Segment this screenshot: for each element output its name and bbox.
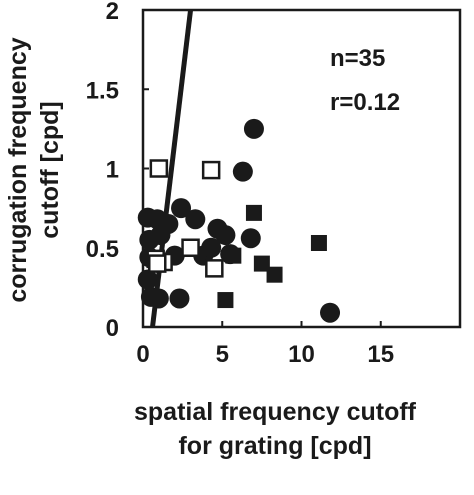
x-axis-label-line2: for grating [cpd] (178, 432, 371, 460)
data-point-filled-square (217, 292, 234, 309)
x-ticks: 0 5 10 15 (136, 321, 394, 368)
data-point-circle (158, 213, 179, 234)
y-tick-label: 1 (106, 157, 119, 184)
data-point-filled-square (245, 204, 262, 221)
data-point-circle (320, 302, 341, 323)
y-ticks: 0 0.5 1 1.5 2 (86, 0, 149, 342)
data-point-circle (148, 288, 169, 309)
data-point-circle (169, 288, 190, 309)
data-point-circle (232, 161, 253, 182)
data-point-open-square (149, 159, 169, 178)
x-tick-label: 10 (288, 341, 315, 368)
y-tick-label: 0 (106, 315, 119, 342)
x-tick-label: 0 (136, 341, 149, 368)
data-point-filled-square (253, 255, 270, 272)
plot-area (141, 8, 462, 329)
x-tick-label: 15 (367, 341, 394, 368)
data-point-open-square (201, 160, 221, 180)
fit-line-layer (150, 9, 194, 328)
data-point-filled-square (225, 247, 242, 264)
y-tick-label: 1.5 (86, 77, 119, 104)
data-point-circle (137, 269, 158, 290)
data-point-filled-square (310, 234, 327, 251)
data-point-circle (171, 198, 192, 219)
fit-line (150, 9, 194, 328)
data-point-open-square (181, 238, 200, 257)
annotation-n: n=35 (330, 45, 385, 72)
y-axis-label-line2: cutoff [cpd] (36, 101, 64, 238)
data-point-open-square (148, 254, 167, 273)
data-point-circle (201, 237, 222, 258)
y-axis-label-line1: corrugation frequency (4, 37, 32, 302)
y-tick-label: 2 (106, 0, 119, 25)
data-point-filled-square (266, 266, 283, 283)
data-point-circle (185, 209, 206, 230)
points-layer (137, 118, 341, 323)
data-point-circle (243, 118, 264, 139)
data-point-open-square (205, 259, 224, 278)
x-tick-label: 5 (216, 341, 229, 368)
annotation-r: r=0.12 (330, 89, 400, 116)
y-tick-label: 0.5 (86, 236, 119, 263)
data-point-circle (240, 228, 261, 249)
x-axis-label-line1: spatial frequency cutoff (134, 398, 417, 426)
data-point-circle (215, 225, 236, 246)
